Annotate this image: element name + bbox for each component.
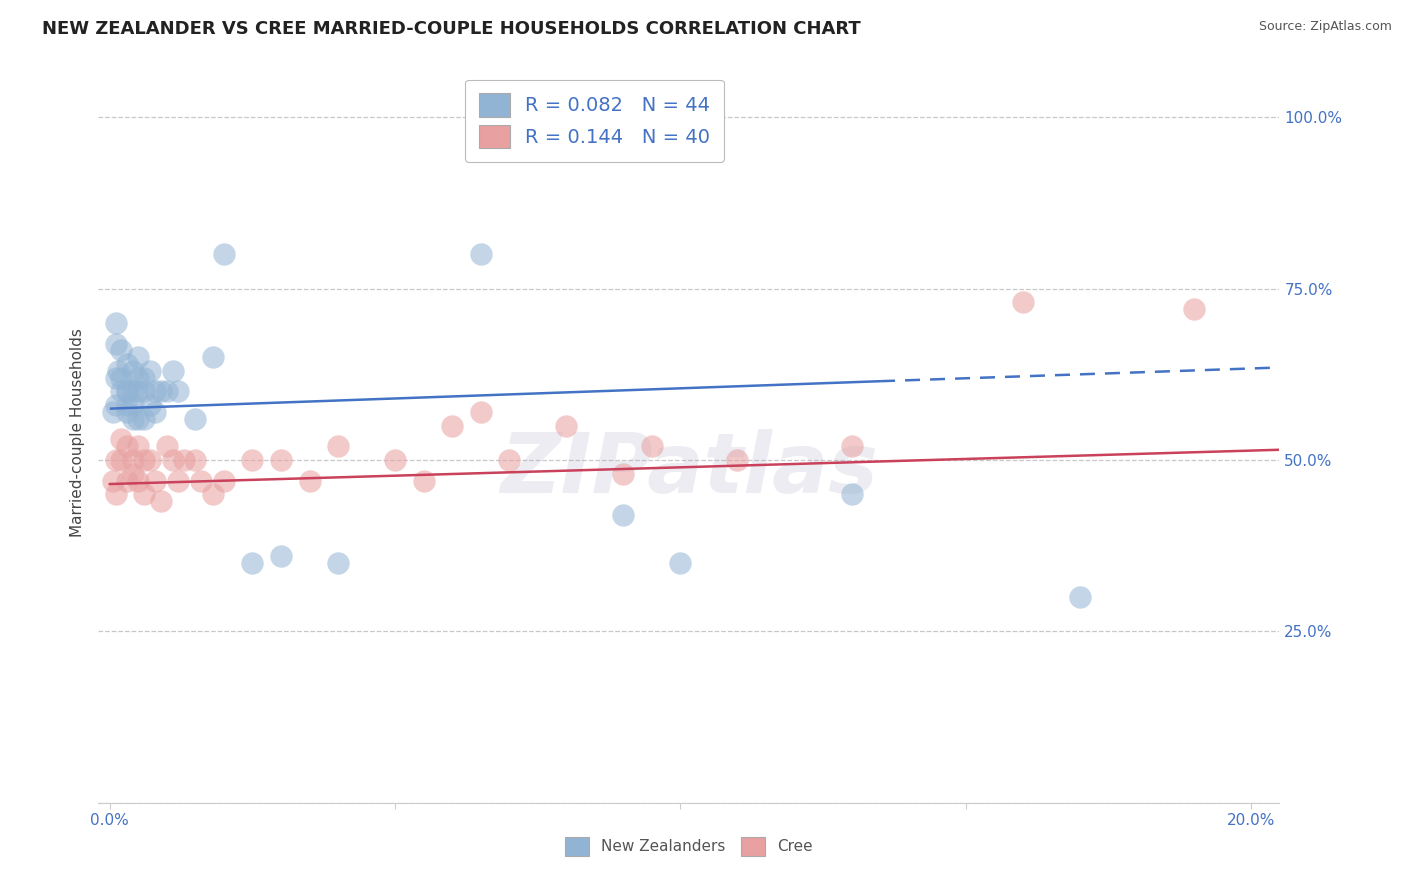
Text: NEW ZEALANDER VS CREE MARRIED-COUPLE HOUSEHOLDS CORRELATION CHART: NEW ZEALANDER VS CREE MARRIED-COUPLE HOU…	[42, 20, 860, 37]
Point	[470, 247, 492, 261]
Point	[270, 549, 292, 563]
Point	[326, 556, 349, 570]
Point	[115, 439, 138, 453]
Point	[1011, 295, 1033, 310]
Point	[841, 487, 863, 501]
Point	[115, 474, 138, 488]
Point	[101, 405, 124, 419]
Point	[104, 398, 127, 412]
Point	[412, 474, 434, 488]
Point	[104, 487, 127, 501]
Point	[110, 453, 132, 467]
Point	[384, 453, 406, 467]
Point	[1182, 302, 1205, 317]
Point	[110, 433, 132, 447]
Point	[725, 453, 748, 467]
Point	[121, 453, 143, 467]
Point	[145, 405, 167, 419]
Point	[127, 412, 149, 426]
Point	[242, 556, 264, 570]
Point	[107, 364, 129, 378]
Point	[104, 336, 127, 351]
Point	[132, 384, 155, 399]
Point	[212, 247, 235, 261]
Point	[104, 453, 127, 467]
Point	[298, 474, 321, 488]
Point	[841, 439, 863, 453]
Point	[104, 316, 127, 330]
Point	[162, 364, 184, 378]
Point	[115, 384, 138, 399]
Point	[127, 350, 149, 364]
Point	[270, 453, 292, 467]
Point	[115, 398, 138, 412]
Point	[612, 508, 634, 522]
Point	[145, 474, 167, 488]
Point	[242, 453, 264, 467]
Point	[167, 384, 190, 399]
Point	[139, 364, 162, 378]
Point	[101, 474, 124, 488]
Point	[326, 439, 349, 453]
Point	[162, 453, 184, 467]
Point	[201, 487, 224, 501]
Point	[132, 412, 155, 426]
Point	[115, 357, 138, 371]
Point	[139, 453, 162, 467]
Point	[150, 384, 173, 399]
Point	[156, 384, 179, 399]
Point	[441, 418, 464, 433]
Point	[121, 364, 143, 378]
Point	[612, 467, 634, 481]
Text: ZIPatlas: ZIPatlas	[501, 429, 877, 510]
Point	[201, 350, 224, 364]
Point	[150, 494, 173, 508]
Point	[212, 474, 235, 488]
Point	[555, 418, 578, 433]
Point	[173, 453, 195, 467]
Point	[132, 453, 155, 467]
Point	[132, 371, 155, 385]
Point	[121, 398, 143, 412]
Point	[121, 384, 143, 399]
Point	[184, 453, 207, 467]
Point	[669, 556, 692, 570]
Point	[1069, 590, 1091, 604]
Point	[127, 384, 149, 399]
Point	[110, 343, 132, 358]
Point	[167, 474, 190, 488]
Point	[104, 371, 127, 385]
Point	[139, 398, 162, 412]
Legend: New Zealanders, Cree: New Zealanders, Cree	[558, 831, 820, 862]
Point	[121, 467, 143, 481]
Point	[110, 384, 132, 399]
Point	[127, 439, 149, 453]
Text: Source: ZipAtlas.com: Source: ZipAtlas.com	[1258, 20, 1392, 33]
Point	[470, 405, 492, 419]
Y-axis label: Married-couple Households: Married-couple Households	[69, 328, 84, 537]
Point	[498, 453, 520, 467]
Point	[184, 412, 207, 426]
Point	[110, 371, 132, 385]
Point	[156, 439, 179, 453]
Point	[641, 439, 664, 453]
Point	[127, 474, 149, 488]
Point	[190, 474, 212, 488]
Point	[132, 487, 155, 501]
Point	[121, 412, 143, 426]
Point	[145, 384, 167, 399]
Point	[115, 405, 138, 419]
Point	[115, 384, 138, 399]
Point	[127, 371, 149, 385]
